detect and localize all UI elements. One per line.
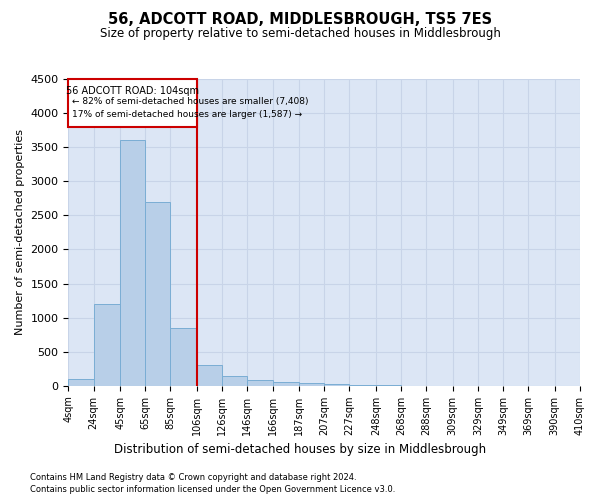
Bar (222, 376, 247, 386)
Bar (68, 379, 94, 386)
Text: 56 ADCOTT ROAD: 104sqm: 56 ADCOTT ROAD: 104sqm (66, 86, 199, 97)
Text: Distribution of semi-detached houses by size in Middlesbrough: Distribution of semi-detached houses by … (114, 442, 486, 456)
Y-axis label: Number of semi-detached properties: Number of semi-detached properties (15, 130, 25, 336)
Bar (299, 383, 324, 386)
Text: Size of property relative to semi-detached houses in Middlesbrough: Size of property relative to semi-detach… (100, 28, 500, 40)
Bar (170, 328, 197, 386)
Bar (197, 366, 222, 386)
Bar (349, 385, 376, 386)
Text: ← 82% of semi-detached houses are smaller (7,408): ← 82% of semi-detached houses are smalle… (72, 98, 308, 106)
Bar (272, 382, 299, 386)
Bar (145, 202, 170, 386)
FancyBboxPatch shape (68, 79, 197, 126)
Bar (247, 380, 272, 386)
Text: Contains HM Land Registry data © Crown copyright and database right 2024.: Contains HM Land Registry data © Crown c… (30, 472, 356, 482)
Bar (324, 384, 349, 386)
Text: 17% of semi-detached houses are larger (1,587) →: 17% of semi-detached houses are larger (… (72, 110, 302, 118)
Bar (120, 140, 145, 386)
Text: Contains public sector information licensed under the Open Government Licence v3: Contains public sector information licen… (30, 485, 395, 494)
Bar (94, 304, 120, 386)
Text: 56, ADCOTT ROAD, MIDDLESBROUGH, TS5 7ES: 56, ADCOTT ROAD, MIDDLESBROUGH, TS5 7ES (108, 12, 492, 28)
